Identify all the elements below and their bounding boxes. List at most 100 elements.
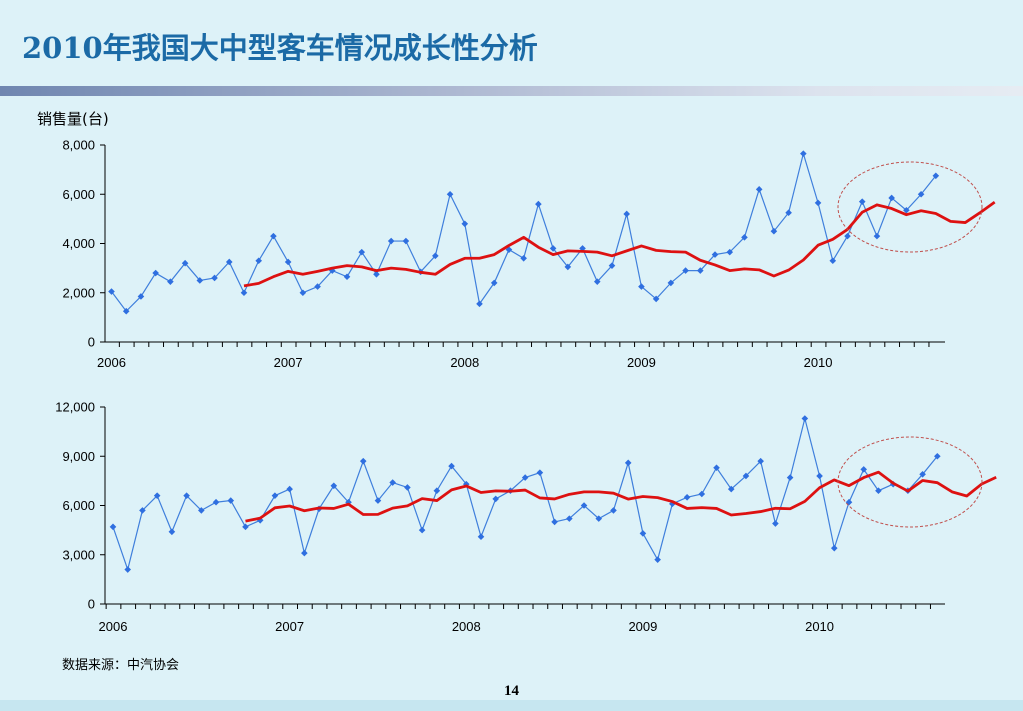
chart1-data-point-marker [211,274,218,282]
chart2-data-point-marker [816,472,823,480]
data-source-note: 数据来源：中汽协会 [62,658,180,673]
chart2-data-point-marker [359,457,367,465]
chart2-data-point-marker [860,466,868,473]
chart2-x-tick-label: 2007 [275,619,304,634]
chart1-data-point-marker [181,259,189,267]
y-axis-unit-label: 销售量(台) [37,110,109,128]
chart2-data-point-marker [212,498,220,506]
chart1-monthly-sales-line [111,151,937,313]
chart1-data-point-marker [358,248,366,256]
chart1-data-point-marker [917,190,925,198]
chart1-data-point-marker [593,278,601,285]
chart1-data-point-marker [432,252,439,260]
chart2-data-point-marker [139,507,146,514]
chart1-data-point-marker [564,263,572,271]
chart1-y-tick-label: 0 [88,335,95,350]
chart2-x-tick-label: 2006 [99,619,128,634]
chart2-x-tick-label: 2008 [452,619,481,634]
chart1-data-point-marker [255,257,262,265]
chart2-data-point-marker [580,502,588,509]
chart2-y-tick-label: 0 [88,597,95,612]
chart1-data-point-marker [903,206,910,214]
chart1-data-point-marker [490,279,498,287]
chart2-data-point-marker [477,533,485,540]
chart2-data-point-marker [845,498,853,506]
chart1-data-point-marker [284,258,292,266]
chart2-data-point-marker [654,556,661,563]
chart1-data-point-marker [711,251,719,258]
chart2-data-point-marker [772,520,779,527]
chart2-data-point-marker [566,515,573,522]
chart1-data-point-marker [697,267,704,274]
chart2-data-point-marker [551,518,558,526]
chart1-data-point-marker [623,210,630,218]
chart2-data-point-marker [124,566,132,573]
chart1-data-point-marker [829,257,837,265]
chart2-data-point-marker [801,415,809,422]
chart2-data-point-marker [374,497,382,504]
footer-band [0,700,1023,711]
chart2-data-point-marker [830,544,838,552]
chart1-data-point-marker [888,194,895,202]
chart2-data-point-marker [757,457,764,465]
chart2-trend-line [245,470,997,523]
chart2-data-point-marker [727,485,735,493]
chart2-data-point-marker [934,452,941,460]
chart1-data-point-marker [373,270,380,278]
chart1-data-point-marker [402,237,410,245]
chart2-data-point-marker [227,497,235,504]
chart2-data-point-marker [462,480,470,488]
chart2-data-point-marker [624,459,632,467]
chart1-data-point-marker [652,295,660,303]
chart1-data-point-marker [122,307,130,315]
chart2-y-tick-label: 9,000 [62,449,95,464]
chart1-x-tick-label: 2010 [804,355,833,370]
chart1-data-point-marker [608,262,616,269]
chart1-data-point-marker [873,232,881,240]
chart1-data-point-marker [667,279,675,287]
chart1-data-point-marker [225,258,233,266]
chart1-data-point-marker [535,200,542,208]
chart2-data-point-marker [301,549,308,557]
chart2-data-point-marker [536,469,544,476]
page-number: 14 [504,683,519,699]
chart1-data-point-marker [682,267,689,274]
chart1-data-point-marker [520,254,527,262]
chart1-x-tick-label: 2009 [627,355,656,370]
chart2-data-point-marker [109,523,117,531]
chart1-data-point-marker [638,283,645,290]
chart1-data-point-marker [476,300,483,308]
chart1-data-point-marker [314,283,321,290]
chart2-data-point-marker [639,530,647,537]
chart2-data-point-marker [786,474,794,481]
chart2-data-point-marker [610,507,617,514]
chart1-data-point-marker [741,234,748,241]
chart2-data-point-marker [286,485,293,493]
chart1-data-point-marker [858,198,866,205]
chart2-y-tick-label: 6,000 [62,498,95,513]
chart1-data-point-marker [167,278,174,285]
chart1-data-point-marker [844,232,851,240]
chart1-y-tick-label: 6,000 [62,187,95,202]
chart2-data-point-marker [875,487,882,495]
chart1-data-point-marker [932,172,940,180]
chart1-data-point-marker [343,273,351,281]
chart2-data-point-marker [742,472,750,480]
chart1-data-point-marker [785,209,792,217]
chart1-data-point-marker [137,293,145,300]
chart2-data-point-marker [198,507,205,514]
chart2-data-point-marker [595,515,603,522]
chart1-data-point-marker [240,289,248,297]
chart2-data-point-marker [698,490,706,498]
chart2-data-point-marker [242,523,249,531]
chart1-data-point-marker [726,248,734,256]
chart2-x-tick-label: 2009 [628,619,657,634]
title-divider-bar [0,86,1023,96]
chart2-data-point-marker [448,462,455,470]
chart1-data-point-marker [108,288,115,295]
chart2-data-point-marker [168,528,176,536]
chart1-x-tick-label: 2006 [97,355,126,370]
chart2-data-point-marker [919,471,926,478]
chart2-data-point-marker [330,482,338,490]
chart2-data-point-marker [492,495,500,503]
